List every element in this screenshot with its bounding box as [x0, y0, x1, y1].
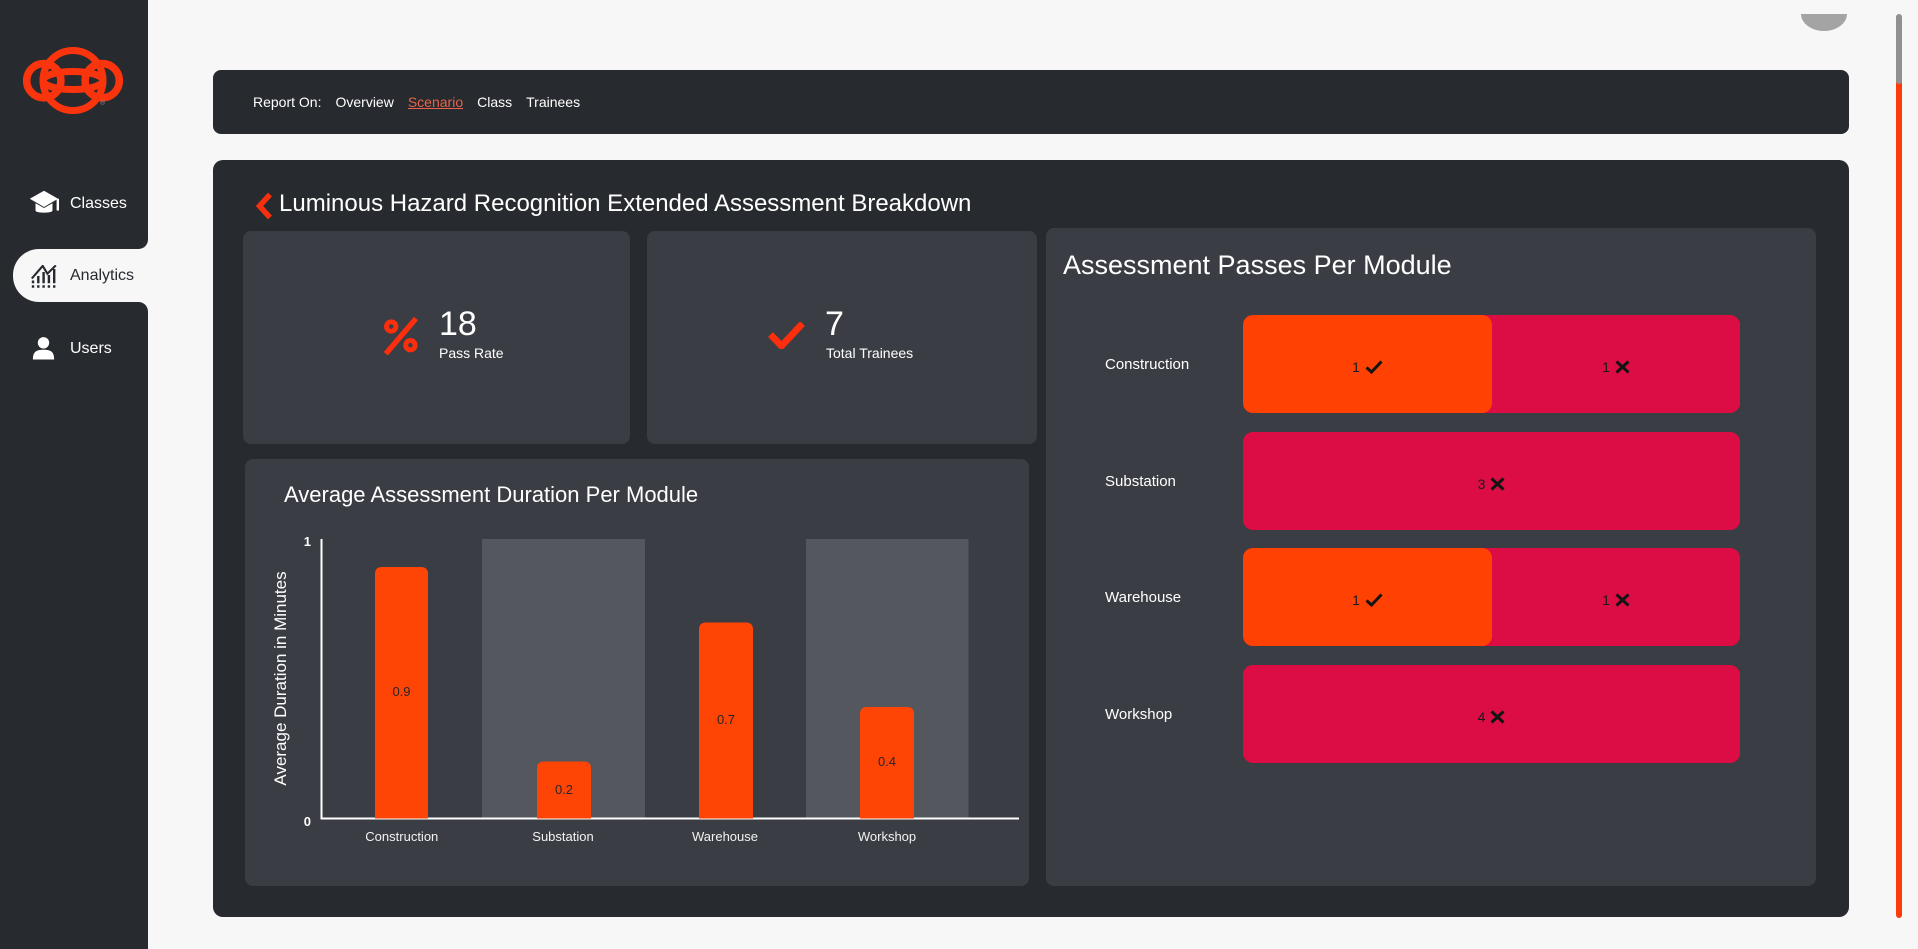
svg-text:Construction: Construction: [365, 829, 438, 844]
svg-text:Workshop: Workshop: [858, 829, 916, 844]
svg-text:0.2: 0.2: [555, 782, 573, 797]
svg-text:Substation: Substation: [532, 829, 593, 844]
svg-text:0.7: 0.7: [717, 712, 735, 727]
svg-text:1: 1: [304, 534, 311, 549]
svg-text:0: 0: [304, 814, 311, 829]
svg-text:Average Duration in Minutes: Average Duration in Minutes: [271, 571, 290, 785]
svg-text:0.9: 0.9: [392, 684, 410, 699]
svg-text:Warehouse: Warehouse: [692, 829, 758, 844]
svg-text:0.4: 0.4: [878, 754, 896, 769]
